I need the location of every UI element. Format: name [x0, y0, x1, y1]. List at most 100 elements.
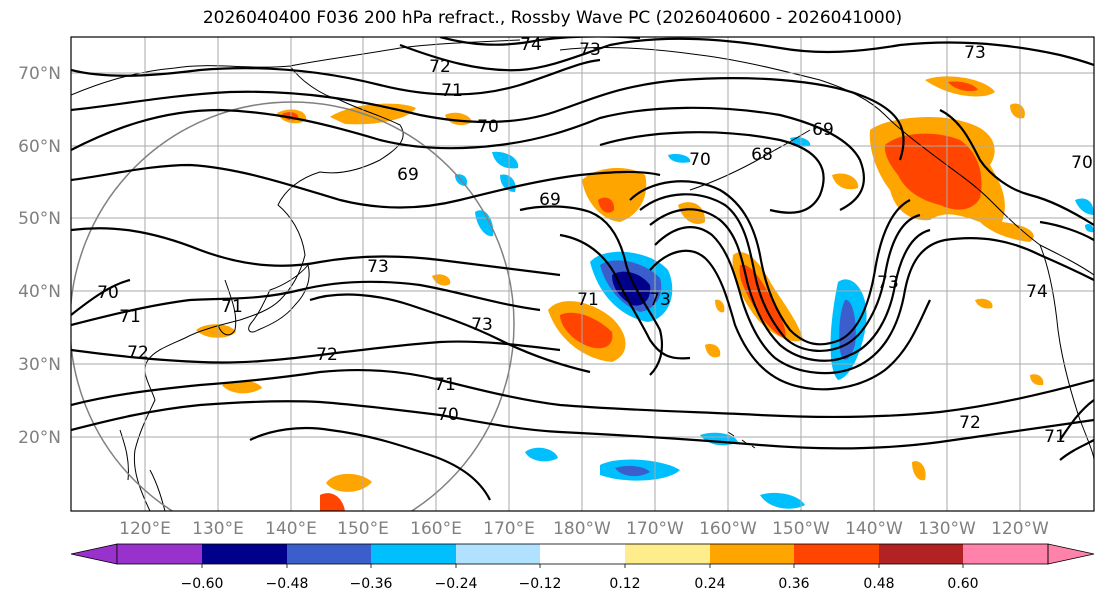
graticule — [71, 37, 1094, 511]
contour-label: 70 — [689, 150, 711, 170]
contour-line — [649, 208, 931, 362]
contour-label: 71 — [221, 297, 243, 317]
longitude-labels: 120°E 130°E 140°E 150°E 160°E 170°E 180°… — [119, 519, 1049, 539]
anomaly-shading — [196, 76, 1094, 511]
contour-line — [309, 293, 591, 374]
contour-line — [71, 106, 865, 211]
contour-line — [71, 368, 1094, 419]
colorbar-tick-label: −0.24 — [435, 576, 478, 592]
lon-label: 120°W — [991, 519, 1049, 539]
contour-line — [71, 280, 541, 327]
reference-circle — [71, 101, 515, 511]
cool-patch — [492, 151, 519, 169]
refractivity-contours — [71, 37, 1094, 501]
colorbar-high-extend — [1047, 543, 1095, 565]
warm-patch — [222, 380, 262, 394]
contour-line — [71, 58, 601, 96]
lon-label: 140°W — [845, 519, 903, 539]
warm-patch — [326, 473, 372, 492]
warm-patch — [678, 202, 706, 225]
contour-label: 71 — [577, 290, 599, 310]
lon-label: 160°E — [410, 519, 462, 539]
contour-line — [1039, 220, 1094, 241]
coastline-philippines — [119, 429, 166, 511]
coastline-japan — [248, 263, 310, 333]
colorbar-tick-label: 0.60 — [947, 576, 978, 592]
contour-label: 71 — [119, 307, 141, 327]
contour-label: 70 — [97, 283, 119, 303]
colorbar-low-extend — [70, 543, 118, 565]
lon-label: 140°E — [265, 519, 317, 539]
contour-label: 72 — [959, 413, 981, 433]
contour-line — [519, 205, 664, 376]
colorbar-tick-label: 0.48 — [863, 576, 894, 592]
contour-label: 72 — [316, 345, 338, 365]
contour-line — [1059, 439, 1094, 461]
contour-line — [399, 37, 1094, 72]
contour-label: 69 — [539, 190, 561, 210]
coastlines — [71, 39, 1094, 511]
contour-line — [71, 163, 661, 209]
colorbar-tick-label: −0.48 — [266, 576, 309, 592]
contour-line — [559, 233, 691, 360]
colorbar-tick-label: −0.12 — [519, 576, 562, 592]
contour-label: 70 — [1071, 153, 1093, 173]
lat-label: 40°N — [18, 282, 61, 302]
colorbar-tick-label: −0.60 — [181, 576, 224, 592]
warm-patch — [948, 81, 978, 92]
lat-label: 30°N — [18, 355, 61, 375]
contour-line — [439, 37, 641, 46]
cool-patch — [475, 210, 494, 237]
warm-patch — [912, 461, 926, 481]
cool-patch — [615, 465, 650, 477]
contour-label: 73 — [367, 257, 389, 277]
map-title: 2026040400 F036 200 hPa refract., Rossby… — [202, 8, 903, 28]
contour-line — [71, 278, 131, 316]
cool-patch — [760, 492, 805, 509]
lon-label: 150°E — [337, 519, 389, 539]
warm-patch — [1030, 374, 1044, 386]
contour-line — [939, 109, 1094, 226]
colorbar-tick-label: 0.12 — [609, 576, 640, 592]
cool-patch — [1075, 198, 1094, 215]
colorbar-swatch — [794, 544, 879, 564]
contour-label: 74 — [1026, 282, 1048, 302]
contour-label: 69 — [397, 165, 419, 185]
contour-label: 73 — [471, 315, 493, 335]
contour-line — [654, 226, 1094, 375]
lat-label: 70°N — [18, 64, 61, 84]
contour-line — [649, 249, 931, 391]
contour-label: 72 — [127, 343, 149, 363]
colorbar-swatch — [117, 544, 202, 564]
contour-label: 73 — [649, 290, 671, 310]
cool-patch — [668, 153, 691, 163]
contour-label: 73 — [877, 273, 899, 293]
colorbar-swatch — [710, 544, 794, 564]
contour-label: 74 — [520, 35, 542, 55]
cool-patch — [1085, 223, 1094, 233]
contour-label: 71 — [1044, 427, 1066, 447]
map-border — [70, 36, 1095, 512]
warm-patch — [975, 298, 993, 309]
lon-label: 170°E — [483, 519, 535, 539]
lat-label: 20°N — [18, 428, 61, 448]
colorbar-tick-label: −0.36 — [350, 576, 393, 592]
colorbar-swatch — [202, 544, 287, 564]
lon-label: 170°W — [626, 519, 684, 539]
lon-label: 120°E — [119, 519, 171, 539]
warm-patch — [560, 312, 613, 349]
contour-line — [71, 400, 1094, 450]
colorbar-swatch — [879, 544, 963, 564]
warm-patch — [832, 173, 859, 190]
colorbar-swatch — [371, 544, 456, 564]
warm-patch — [715, 299, 725, 313]
lat-label: 50°N — [18, 209, 61, 229]
contour-line — [599, 131, 825, 214]
contour-label: 70 — [437, 405, 459, 425]
contour-labels: 74 73 73 72 71 70 69 69 70 69 68 73 71 7… — [97, 35, 1093, 447]
warm-patch — [1010, 103, 1025, 119]
colorbar-tick-labels: −0.60 −0.48 −0.36 −0.24 −0.12 0.12 0.24 … — [181, 576, 979, 592]
warm-patch — [320, 493, 345, 511]
contour-label: 73 — [579, 40, 601, 60]
